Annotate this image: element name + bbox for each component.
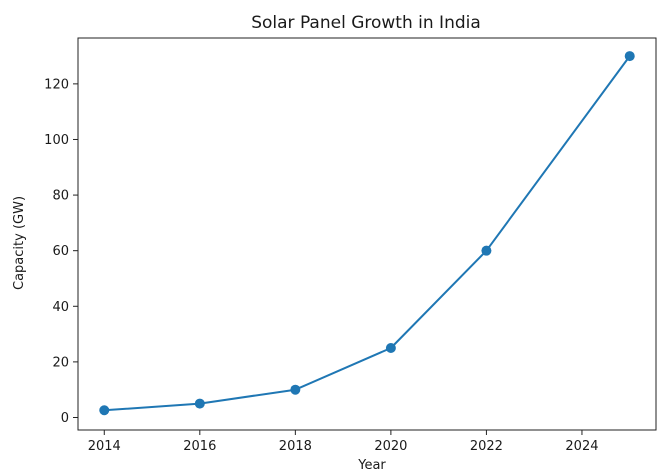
y-axis-ticks: 0 20 40 60 80 100 120 [44,77,78,426]
y-tick-label: 120 [44,77,69,92]
series-layer [99,51,635,416]
data-point-2014 [99,405,110,416]
data-point-2020 [385,342,396,353]
y-tick-label: 20 [52,355,69,370]
y-axis-label: Capacity (GW) [12,196,27,290]
y-tick-label: 40 [52,300,69,315]
x-tick-label: 2020 [374,439,407,454]
y-tick-label: 0 [61,411,69,426]
x-axis-label: Year [357,458,386,472]
x-axis-ticks: 2014 2016 2018 2020 2022 2024 [88,430,599,454]
y-tick-label: 60 [52,244,69,259]
data-point-2018 [290,384,301,395]
chart-title: Solar Panel Growth in India [251,13,481,33]
y-tick-label: 100 [44,133,69,148]
series-line [104,55,631,412]
x-tick-label: 2022 [470,439,503,454]
x-tick-label: 2018 [279,439,312,454]
data-point-2016 [194,398,205,409]
x-tick-label: 2024 [565,439,598,454]
y-tick-label: 80 [52,189,69,204]
x-tick-label: 2014 [88,439,121,454]
data-point-2025 [624,51,635,62]
data-point-2022 [481,245,492,256]
plot-frame [77,37,657,431]
x-tick-label: 2016 [183,439,216,454]
